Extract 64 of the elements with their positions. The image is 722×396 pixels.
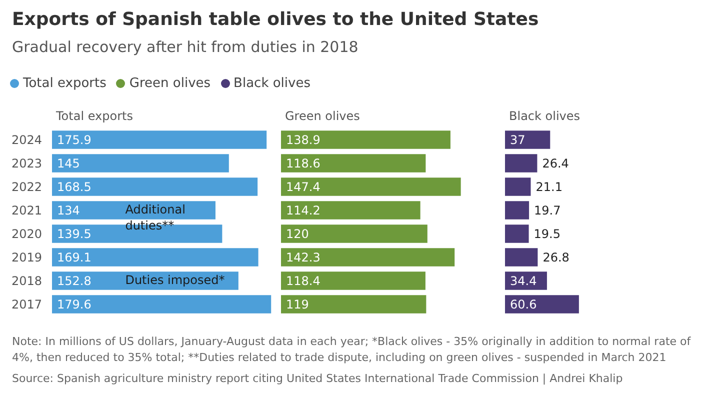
data-label: 34.4 bbox=[510, 274, 537, 288]
bar bbox=[505, 248, 538, 266]
text: Note: In millions of US dollars, January-August data in each year; *Black olives - 35% originally in addition to normal rate of 4%, then reduced to 35% total; **Duties related to trade dispute, including on green olives - suspended in March 2021 bbox=[12, 334, 692, 366]
bar bbox=[505, 130, 550, 149]
data-label: 169.1 bbox=[57, 250, 92, 264]
text: Green olives bbox=[285, 109, 360, 123]
data-label: 168.5 bbox=[57, 180, 92, 194]
data-label: 175.9 bbox=[57, 132, 92, 147]
bar bbox=[281, 224, 428, 243]
bar bbox=[281, 154, 426, 172]
bar bbox=[505, 201, 530, 220]
legend-label: Total exports bbox=[22, 76, 106, 91]
data-label: 138.9 bbox=[286, 132, 320, 147]
data-label: 145 bbox=[57, 156, 80, 170]
bar bbox=[281, 248, 455, 266]
data-label: 21.1 bbox=[536, 180, 562, 194]
chart-title: Exports of Spanish table olives to the United States bbox=[12, 9, 539, 30]
data-label: 26.8 bbox=[542, 250, 570, 264]
y-tick-label: 2023 bbox=[11, 156, 42, 170]
y-tick-label: 2019 bbox=[11, 250, 42, 264]
bar bbox=[281, 201, 420, 220]
data-label: 120 bbox=[286, 226, 309, 241]
annotation: Duties imposed* bbox=[125, 272, 225, 287]
bar bbox=[505, 295, 579, 314]
y-tick-label: 2022 bbox=[11, 180, 42, 194]
bar bbox=[281, 130, 450, 149]
source-note: Source: Spanish agriculture ministry report citing United States International Trade Commission | Andrei Khalip bbox=[12, 371, 624, 387]
bar bbox=[52, 178, 258, 196]
y-tick-label: 2020 bbox=[11, 226, 42, 241]
bar bbox=[281, 295, 426, 314]
bar bbox=[52, 154, 229, 172]
data-label: 60.6 bbox=[510, 297, 537, 312]
data-label: 142.3 bbox=[286, 250, 320, 264]
y-tick-label: 2024 bbox=[11, 132, 42, 147]
data-label: 26.4 bbox=[542, 156, 569, 170]
data-label: 19.5 bbox=[534, 226, 561, 241]
data-label: 118.4 bbox=[286, 274, 320, 288]
bar bbox=[52, 295, 272, 314]
data-label: 118.6 bbox=[286, 156, 320, 170]
bar bbox=[52, 248, 258, 266]
data-label: 147.4 bbox=[286, 180, 320, 194]
data-label: 114.2 bbox=[286, 203, 320, 218]
bar bbox=[281, 272, 426, 290]
data-label: 134 bbox=[57, 203, 80, 218]
bar bbox=[505, 178, 531, 196]
bar bbox=[281, 178, 461, 196]
data-label: 119 bbox=[286, 297, 309, 312]
legend-label: Black olives bbox=[232, 76, 310, 91]
data-label: 152.8 bbox=[57, 274, 92, 288]
bar bbox=[52, 201, 216, 220]
y-tick-label: 2018 bbox=[11, 274, 42, 288]
y-tick-label: 2021 bbox=[11, 203, 42, 218]
y-tick-label: 2017 bbox=[11, 297, 42, 312]
data-label: 179.6 bbox=[57, 297, 92, 312]
text: Black olives bbox=[509, 109, 580, 123]
bar bbox=[52, 130, 267, 149]
data-label: 37 bbox=[510, 132, 526, 147]
data-label: 19.7 bbox=[534, 203, 561, 218]
legend-label: Green olives bbox=[128, 76, 211, 91]
bar bbox=[505, 224, 529, 243]
text: Total exports bbox=[56, 109, 133, 123]
data-label: 139.5 bbox=[57, 226, 92, 241]
chart-subtitle: Gradual recovery after hit from duties in 2018 bbox=[12, 38, 358, 56]
bar bbox=[505, 154, 538, 172]
